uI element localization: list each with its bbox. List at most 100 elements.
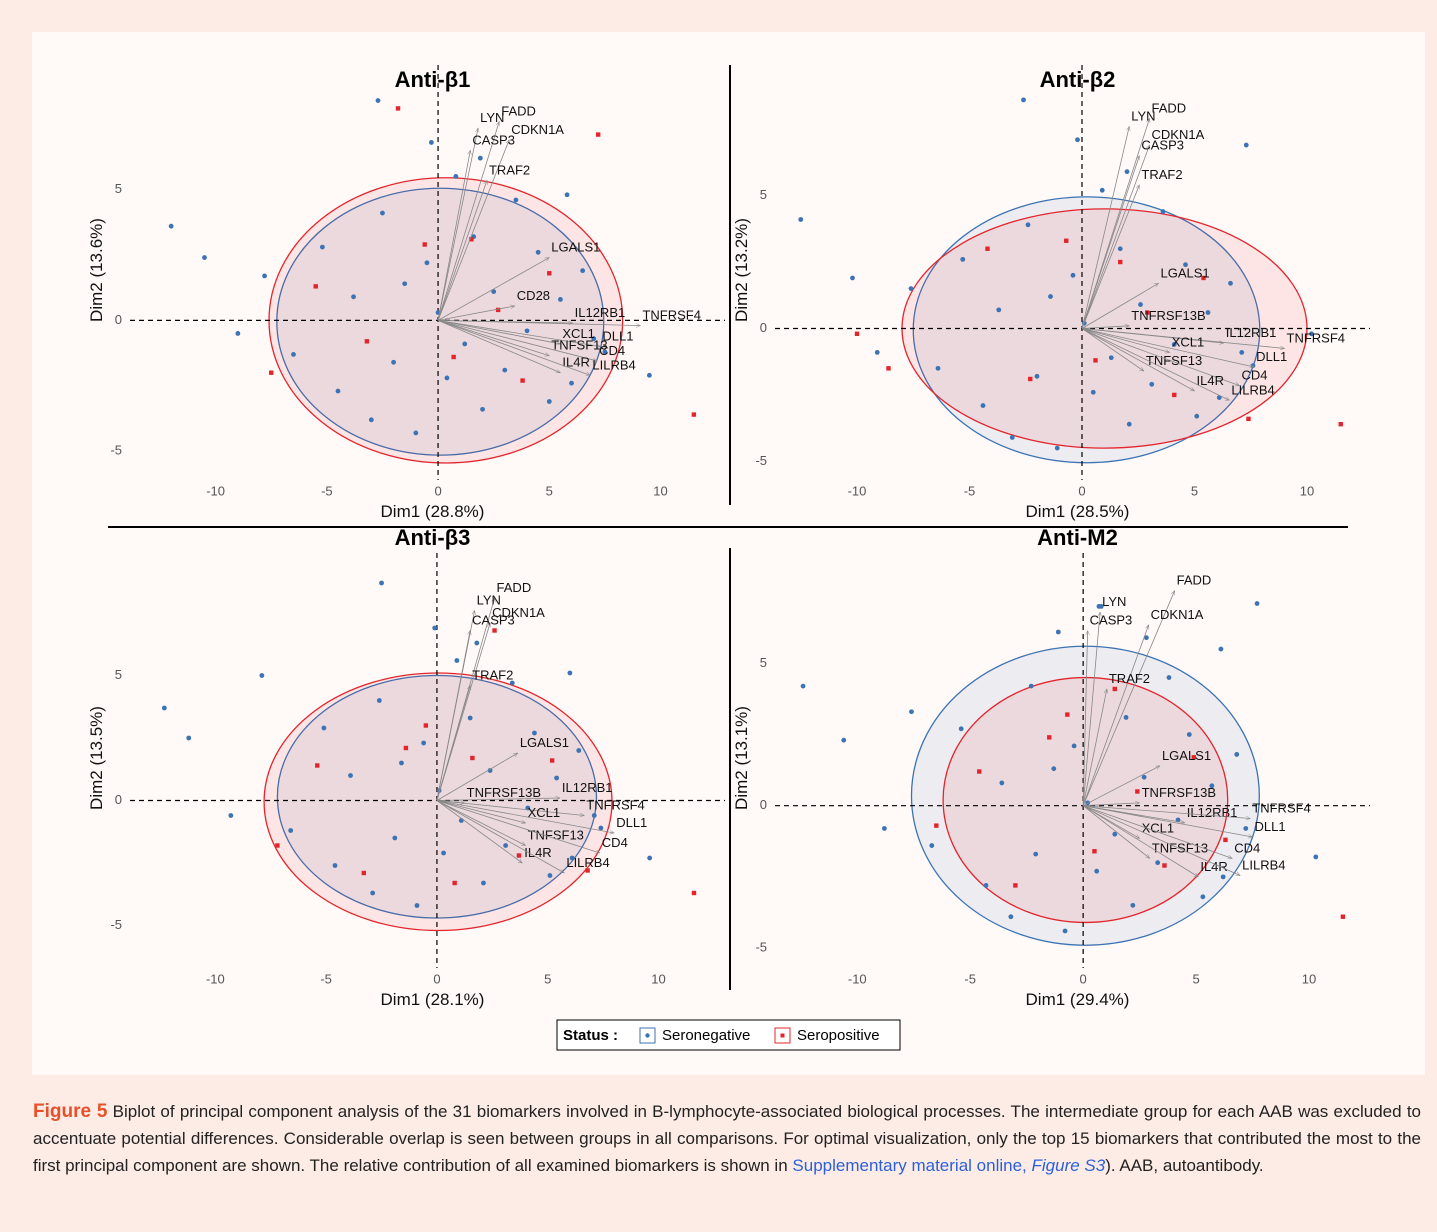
point bbox=[1054, 445, 1060, 451]
point bbox=[1145, 310, 1150, 315]
point bbox=[487, 768, 493, 773]
x-tick-label: 0 bbox=[433, 971, 440, 986]
y-tick-label: 0 bbox=[115, 312, 122, 327]
loading-label: TNFRSF4 bbox=[642, 308, 701, 323]
point bbox=[421, 740, 427, 746]
point bbox=[379, 580, 384, 586]
point bbox=[647, 855, 653, 861]
x-axis-label: Dim1 (28.5%) bbox=[1026, 502, 1130, 521]
point bbox=[474, 640, 480, 646]
y-tick-label: 0 bbox=[760, 797, 767, 812]
x-tick-label: 5 bbox=[546, 483, 553, 498]
point bbox=[364, 339, 370, 344]
point bbox=[532, 730, 537, 736]
loading-label: LILRB4 bbox=[1242, 857, 1285, 872]
point bbox=[1160, 209, 1166, 214]
loading-label: XCL1 bbox=[1172, 334, 1205, 349]
point bbox=[1216, 395, 1222, 400]
point bbox=[1048, 294, 1053, 299]
legend-label: Seropositive bbox=[797, 1027, 880, 1044]
point bbox=[1071, 743, 1077, 749]
x-tick-label: -10 bbox=[848, 971, 867, 986]
loading-arrow bbox=[1082, 805, 1198, 878]
point bbox=[1205, 310, 1211, 315]
loading-label: CDKN1A bbox=[511, 122, 564, 137]
point bbox=[591, 336, 597, 342]
point bbox=[424, 260, 430, 266]
point bbox=[1124, 169, 1130, 175]
point bbox=[1008, 914, 1014, 920]
caption-text: Biplot of principal component analysis o… bbox=[33, 1102, 1421, 1175]
caption-link[interactable]: Supplementary material online, bbox=[792, 1156, 1027, 1175]
point bbox=[1201, 275, 1206, 281]
point bbox=[602, 349, 608, 355]
point bbox=[453, 174, 459, 179]
loading-label: LYN bbox=[1102, 594, 1126, 609]
point bbox=[580, 268, 586, 274]
loading-label: CD4 bbox=[599, 343, 625, 358]
loading-label: TNFRSF13B bbox=[1142, 785, 1216, 800]
caption: Figure 5 Biplot of principal component a… bbox=[33, 1098, 1421, 1179]
point bbox=[462, 341, 468, 347]
point bbox=[569, 855, 575, 861]
point bbox=[1162, 863, 1167, 868]
loading-label: CD28 bbox=[517, 288, 550, 303]
y-tick-label: -5 bbox=[110, 917, 122, 932]
point bbox=[591, 813, 597, 818]
point bbox=[985, 246, 990, 251]
loading-arrow bbox=[436, 631, 470, 801]
point bbox=[432, 625, 438, 631]
point bbox=[469, 237, 474, 242]
loading-label: CASP3 bbox=[472, 613, 515, 628]
x-axis-label: Dim1 (29.4%) bbox=[1026, 990, 1130, 1009]
point bbox=[403, 745, 409, 751]
loading-arrow bbox=[437, 319, 600, 346]
loading-arrow bbox=[1081, 326, 1129, 329]
point bbox=[908, 286, 914, 292]
point bbox=[1123, 715, 1129, 720]
point bbox=[491, 289, 497, 294]
point bbox=[480, 406, 485, 412]
x-tick-label: 5 bbox=[544, 971, 551, 986]
point bbox=[467, 715, 473, 721]
point bbox=[477, 155, 483, 161]
loading-label: TNFSF13 bbox=[1146, 353, 1202, 368]
point bbox=[186, 735, 192, 741]
loading-label: LGALS1 bbox=[520, 735, 569, 750]
point bbox=[1092, 849, 1097, 854]
loading-label: IL4R bbox=[562, 355, 589, 370]
point bbox=[691, 890, 697, 896]
point bbox=[546, 399, 552, 404]
loading-label: TNFSF13 bbox=[1152, 840, 1208, 855]
loading-label: LILRB4 bbox=[1231, 382, 1274, 397]
point bbox=[262, 273, 267, 279]
point bbox=[549, 758, 555, 763]
point bbox=[332, 863, 338, 868]
loading-label: CDKN1A bbox=[1152, 127, 1205, 142]
point bbox=[1028, 683, 1034, 689]
y-axis-label: Dim2 (13.2%) bbox=[732, 218, 751, 322]
loading-label: TNFRSF13B bbox=[1131, 308, 1205, 323]
point bbox=[1009, 435, 1015, 440]
caption-link-figure[interactable]: Figure S3 bbox=[1031, 1156, 1106, 1175]
loading-label: LILRB4 bbox=[566, 855, 609, 870]
point bbox=[492, 628, 497, 633]
loading-arrow bbox=[436, 800, 600, 854]
point bbox=[547, 873, 553, 878]
loading-arrow bbox=[1081, 328, 1195, 392]
loading-arrow bbox=[436, 798, 560, 801]
loading-label: LYN bbox=[1131, 108, 1155, 123]
loading-arrow bbox=[1082, 612, 1100, 806]
y-tick-label: -5 bbox=[755, 940, 767, 955]
chart-title: Anti-M2 bbox=[1037, 525, 1118, 550]
point bbox=[313, 284, 318, 289]
point bbox=[850, 275, 855, 281]
point bbox=[413, 430, 419, 436]
point bbox=[1028, 376, 1033, 382]
loading-label: LYN bbox=[480, 110, 504, 125]
point bbox=[554, 775, 559, 781]
point bbox=[321, 725, 327, 731]
loading-arrow bbox=[1083, 805, 1250, 819]
point bbox=[881, 826, 887, 831]
loading-arrow bbox=[1082, 591, 1175, 806]
